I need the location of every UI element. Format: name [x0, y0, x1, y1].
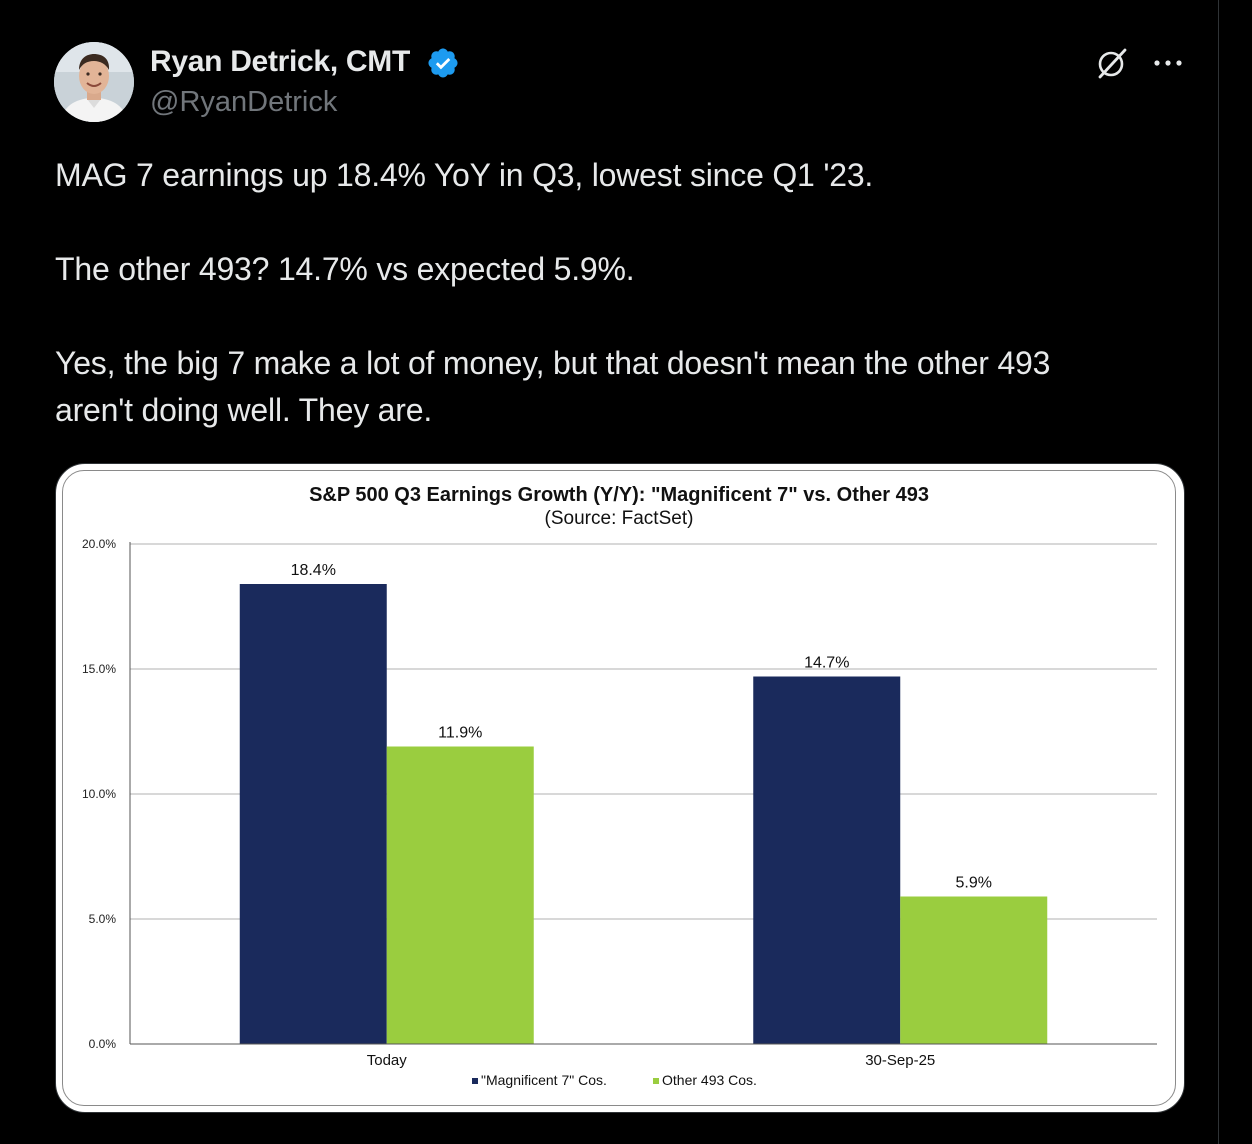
author-name[interactable]: Ryan Detrick, CMT: [150, 45, 410, 78]
bar: [386, 746, 534, 1044]
tweet-media-image[interactable]: S&P 500 Q3 Earnings Growth (Y/Y): "Magni…: [55, 463, 1185, 1113]
bar-value-label: 14.7%: [804, 655, 849, 672]
bar-value-label: 18.4%: [291, 562, 336, 579]
chart-bars: [239, 584, 1048, 1044]
avatar[interactable]: [54, 42, 134, 122]
chart-frame: [62, 470, 1176, 1106]
y-tick-label: 5.0%: [89, 912, 117, 926]
chart-axes: 0.0% 5.0% 10.0% 15.0% 20.0% Today 30-Sep-25: [82, 537, 1157, 1069]
x-tick-label: 30-Sep-25: [865, 1052, 935, 1069]
author-handle[interactable]: @RyanDetrick: [150, 86, 338, 118]
grok-icon[interactable]: [1094, 45, 1130, 81]
earnings-growth-chart: S&P 500 Q3 Earnings Growth (Y/Y): "Magni…: [82, 484, 1157, 1088]
y-tick-label: 10.0%: [82, 787, 116, 801]
bar: [753, 676, 901, 1044]
tweet-text: MAG 7 earnings up 18.4% YoY in Q3, lowes…: [55, 152, 1195, 434]
chart-title: S&P 500 Q3 Earnings Growth (Y/Y): "Magni…: [309, 484, 929, 506]
chart-subtitle: (Source: FactSet): [545, 508, 694, 529]
legend-swatch: [472, 1078, 478, 1084]
tweet-line: MAG 7 earnings up 18.4% YoY in Q3, lowes…: [55, 157, 874, 193]
chart-legend: "Magnificent 7" Cos. Other 493 Cos.: [472, 1072, 757, 1088]
chart-data-labels: 18.4% 11.9% 14.7% 5.9%: [291, 562, 992, 892]
y-tick-label: 0.0%: [89, 1037, 117, 1051]
timeline-border: [1218, 0, 1219, 1144]
tweet-line: The other 493? 14.7% vs expected 5.9%.: [55, 251, 635, 287]
bar-value-label: 5.9%: [956, 875, 992, 892]
legend-label: Other 493 Cos.: [662, 1072, 757, 1088]
avatar-photo-icon: [54, 42, 134, 122]
verified-badge-icon: [428, 48, 458, 78]
bar: [900, 896, 1048, 1044]
legend-swatch: [653, 1078, 659, 1084]
y-tick-label: 20.0%: [82, 537, 116, 551]
more-options-icon[interactable]: [1150, 50, 1186, 76]
bar: [239, 584, 387, 1044]
tweet-line: aren't doing well. They are.: [55, 392, 433, 428]
tweet-line: Yes, the big 7 make a lot of money, but …: [55, 345, 1051, 381]
bar-value-label: 11.9%: [438, 725, 482, 742]
x-tick-label: Today: [367, 1052, 408, 1069]
y-tick-label: 15.0%: [82, 662, 116, 676]
legend-label: "Magnificent 7" Cos.: [481, 1072, 607, 1088]
